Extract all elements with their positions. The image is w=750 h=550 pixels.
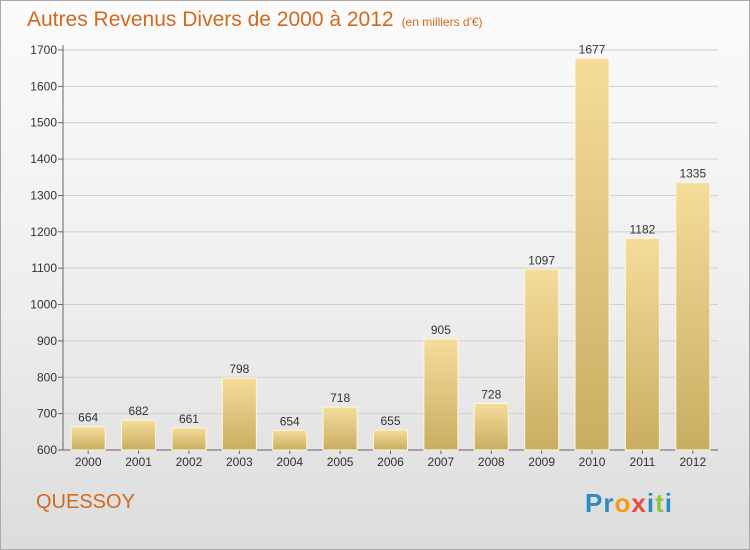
data-label: 798 bbox=[229, 362, 249, 376]
y-tick-label: 1300 bbox=[30, 188, 57, 202]
proxiti-logo[interactable]: Proxiti bbox=[585, 488, 673, 519]
bar bbox=[624, 237, 660, 451]
bar bbox=[70, 426, 106, 451]
bars bbox=[70, 57, 711, 451]
logo-letter: P bbox=[585, 488, 604, 518]
x-tick-label: 2001 bbox=[125, 455, 152, 469]
x-tick-label: 2008 bbox=[478, 455, 505, 469]
y-tick-label: 1500 bbox=[30, 116, 57, 130]
data-label: 718 bbox=[330, 391, 350, 405]
x-tick-label: 2006 bbox=[377, 455, 404, 469]
bar bbox=[524, 268, 560, 451]
data-label: 661 bbox=[179, 412, 199, 426]
y-tick-label: 900 bbox=[37, 334, 57, 348]
axes bbox=[58, 45, 718, 454]
bar bbox=[423, 338, 459, 451]
y-tick-label: 1000 bbox=[30, 298, 57, 312]
data-label: 905 bbox=[431, 323, 451, 337]
logo-letter: i bbox=[646, 488, 656, 518]
data-label: 682 bbox=[129, 404, 149, 418]
bar bbox=[171, 427, 207, 451]
data-label: 1677 bbox=[579, 42, 606, 56]
y-tick-label: 1600 bbox=[30, 79, 57, 93]
x-tick-label: 2009 bbox=[528, 455, 555, 469]
chart-header: Autres Revenus Divers de 2000 à 2012 (en … bbox=[27, 8, 483, 32]
x-tick-label: 2004 bbox=[276, 455, 303, 469]
data-label: 654 bbox=[280, 414, 300, 428]
bar bbox=[272, 429, 308, 451]
bar bbox=[574, 57, 610, 451]
x-tick-label: 2002 bbox=[176, 455, 203, 469]
bar bbox=[473, 402, 509, 451]
y-tick-label: 600 bbox=[37, 443, 57, 457]
y-tick-label: 1700 bbox=[30, 43, 57, 57]
bar bbox=[221, 377, 257, 451]
data-label: 1182 bbox=[630, 222, 656, 236]
logo-letter: i bbox=[664, 488, 673, 518]
commune-name: QUESSOY bbox=[36, 491, 135, 513]
grid-lines bbox=[63, 49, 718, 415]
data-label: 1335 bbox=[679, 167, 706, 181]
y-tick-label: 700 bbox=[37, 407, 57, 421]
logo-letter: r bbox=[603, 488, 615, 518]
x-tick-label: 2003 bbox=[226, 455, 253, 469]
logo-letter: t bbox=[655, 488, 665, 518]
y-tick-label: 1100 bbox=[31, 261, 57, 275]
data-label: 655 bbox=[380, 414, 400, 428]
y-tick-label: 800 bbox=[37, 370, 57, 384]
chart-title: Autres Revenus Divers de 2000 à 2012 bbox=[27, 8, 394, 31]
x-tick-label: 2000 bbox=[75, 455, 102, 469]
bar bbox=[322, 406, 358, 451]
x-tick-label: 2010 bbox=[579, 455, 606, 469]
labels: 600 700 800 900 1000 1100 1200 1300 1400 1500 1600… bbox=[30, 42, 706, 469]
bar bbox=[121, 419, 157, 451]
bar bbox=[373, 429, 408, 451]
data-label: 728 bbox=[481, 387, 501, 401]
logo-letter: x bbox=[631, 488, 647, 518]
data-label: 1097 bbox=[528, 253, 555, 267]
bar bbox=[675, 182, 711, 451]
y-tick-label: 1200 bbox=[30, 225, 57, 239]
x-tick-label: 2005 bbox=[327, 455, 354, 469]
data-label: 664 bbox=[78, 411, 98, 425]
x-tick-label: 2011 bbox=[630, 455, 656, 469]
x-tick-label: 2007 bbox=[428, 455, 455, 469]
y-tick-label: 1400 bbox=[30, 152, 57, 166]
unit-note: (en milliers d'€) bbox=[401, 15, 483, 29]
x-tick-label: 2012 bbox=[679, 455, 706, 469]
logo-letter: o bbox=[614, 488, 632, 518]
